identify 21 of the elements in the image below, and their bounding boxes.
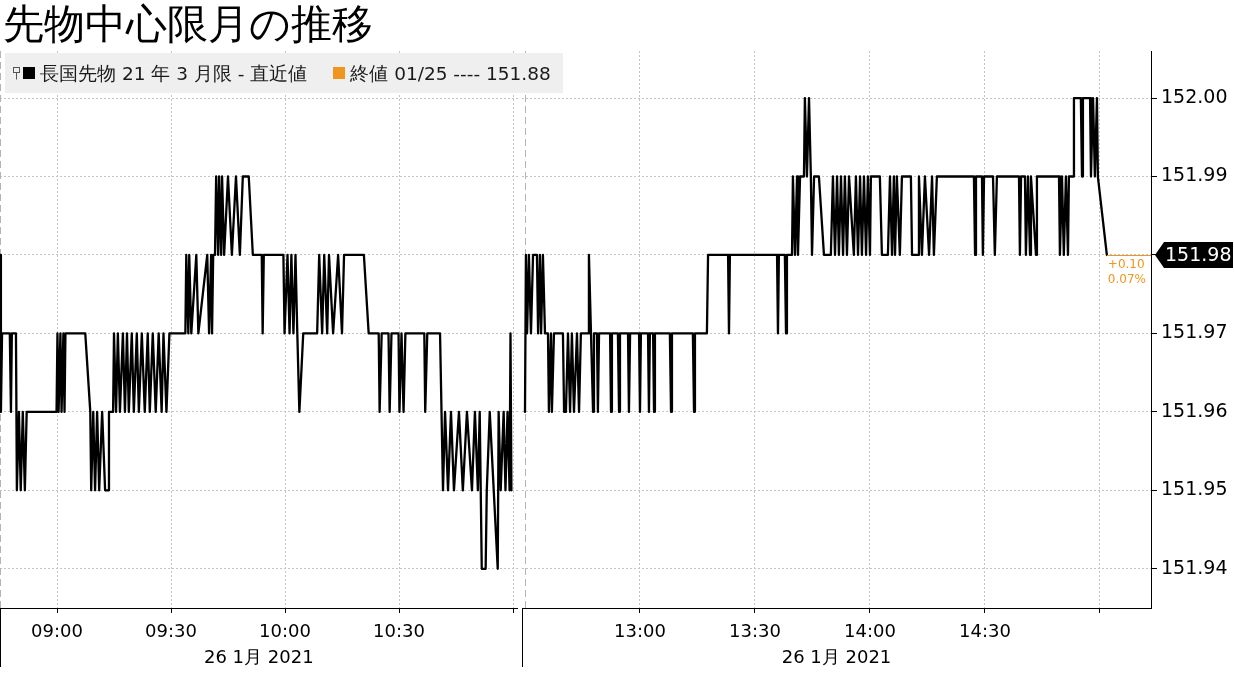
y-tick-label: 151.97 [1161,320,1228,343]
x-tick-label: 13:30 [729,620,781,642]
x-tick-label: 10:30 [373,620,425,642]
x-tick-label: 10:00 [259,620,311,642]
legend-label: 長国先物 21 年 3 月限 - 直近値 [40,61,308,86]
y-tick-label: 151.95 [1161,477,1228,500]
x-tick-label: 09:30 [145,620,197,642]
x-tick-label: 14:30 [959,620,1011,642]
data-label: 151.98 [1165,242,1232,265]
annotation: 終値 01/25 ---- 151.88 [350,61,551,86]
x-axis-title: 26 1月 2021 [203,645,314,667]
x-tick-label: 14:00 [844,620,896,642]
y-tick-label: 151.96 [1161,398,1228,421]
chart-title: 先物中心限月の推移 [3,0,373,48]
x-axis-title: 26 1月 2021 [781,645,892,667]
y-tick-label: 151.94 [1161,555,1228,578]
y-tick-label: 151.99 [1161,163,1228,186]
x-tick-label: 13:00 [614,620,666,642]
annotation: +0.10 0.07% [1107,257,1146,287]
y-tick-label: 152.00 [1161,85,1228,108]
x-tick-label: 09:00 [31,620,83,642]
